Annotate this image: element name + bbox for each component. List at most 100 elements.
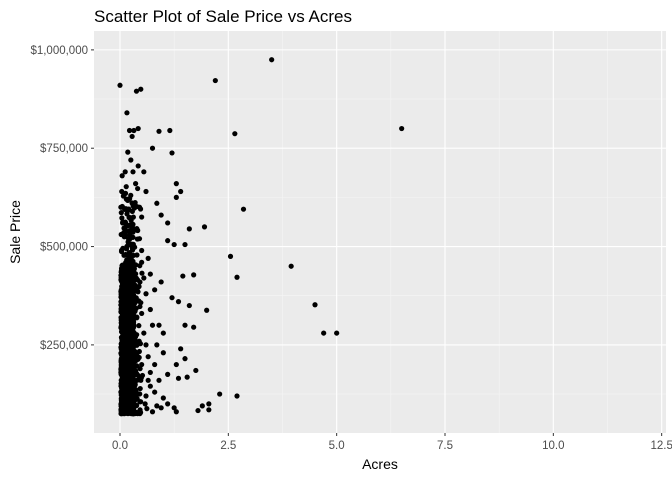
data-point (130, 234, 136, 240)
data-point (143, 291, 149, 297)
data-point (149, 409, 156, 415)
data-point (135, 376, 142, 382)
data-point (124, 399, 130, 406)
data-point (134, 363, 140, 369)
data-point (141, 275, 147, 281)
data-point (182, 241, 188, 248)
data-point (193, 367, 199, 374)
data-point (154, 403, 160, 409)
data-point (156, 322, 162, 328)
x-tick-label: 12.5 (650, 440, 672, 452)
data-point (119, 203, 125, 210)
data-point (138, 399, 144, 405)
data-point (141, 330, 147, 336)
data-point (123, 184, 129, 190)
data-point (118, 334, 125, 341)
data-point (124, 223, 131, 229)
data-point (165, 238, 171, 244)
data-point (123, 246, 130, 252)
data-point (312, 302, 318, 308)
data-point (135, 125, 141, 132)
data-point (121, 364, 128, 370)
data-point (182, 356, 188, 362)
data-point (130, 252, 137, 258)
data-point (173, 361, 179, 368)
data-point (136, 348, 142, 355)
data-point (152, 361, 158, 368)
data-point (137, 206, 144, 212)
data-point (171, 405, 177, 411)
data-point (143, 188, 149, 195)
data-point (139, 270, 145, 276)
data-point (149, 145, 156, 151)
data-point (127, 384, 133, 390)
data-point (130, 305, 137, 311)
data-point (123, 271, 129, 277)
data-point (201, 224, 208, 230)
data-point (145, 255, 151, 261)
data-point (118, 323, 124, 330)
data-point (122, 169, 128, 175)
data-point (137, 279, 143, 285)
data-point (129, 318, 135, 324)
data-point (121, 299, 127, 305)
data-point (204, 307, 210, 313)
data-point (128, 398, 135, 405)
data-point (120, 193, 126, 199)
data-point (128, 157, 134, 163)
data-point (132, 386, 138, 392)
data-point (131, 405, 137, 411)
data-point (139, 247, 145, 254)
data-point (171, 241, 177, 248)
data-point (135, 163, 141, 169)
data-point (132, 410, 139, 417)
data-point (165, 220, 171, 226)
data-point (240, 206, 247, 212)
data-point (130, 229, 136, 235)
data-point (136, 298, 142, 304)
data-point (139, 361, 145, 368)
data-point (130, 335, 136, 341)
data-point (142, 401, 148, 407)
data-point (147, 271, 153, 277)
data-point (133, 88, 140, 94)
data-point (122, 387, 128, 393)
data-point (137, 409, 143, 415)
data-point (119, 381, 126, 387)
data-point (143, 342, 149, 348)
grid (94, 31, 666, 433)
data-point (117, 82, 123, 88)
data-point (184, 374, 190, 380)
data-point (169, 295, 175, 301)
data-point (147, 383, 153, 389)
y-tick-label: $1,000,000 (30, 45, 88, 57)
data-point (234, 393, 240, 399)
data-point (175, 375, 182, 381)
data-point (135, 372, 141, 378)
data-point (118, 231, 124, 238)
data-point (118, 410, 125, 416)
data-point (136, 338, 142, 344)
data-point (135, 185, 141, 192)
data-point (127, 196, 133, 202)
data-point (180, 273, 186, 279)
data-point (134, 226, 140, 232)
data-point (136, 323, 142, 329)
data-point (124, 206, 130, 213)
data-point (131, 367, 137, 373)
data-point (160, 350, 166, 356)
data-point (143, 393, 149, 399)
plot-panel (94, 31, 666, 433)
y-axis-title: Sale Price (7, 200, 23, 264)
data-point (234, 274, 240, 280)
data-point (127, 342, 134, 348)
data-point (147, 306, 153, 313)
data-point (129, 133, 135, 140)
data-point (130, 312, 136, 318)
data-point (124, 409, 130, 415)
data-point (120, 267, 126, 273)
y-tick-label: $750,000 (40, 143, 88, 155)
data-point (156, 377, 162, 383)
data-point (165, 371, 171, 377)
data-point (124, 110, 130, 116)
